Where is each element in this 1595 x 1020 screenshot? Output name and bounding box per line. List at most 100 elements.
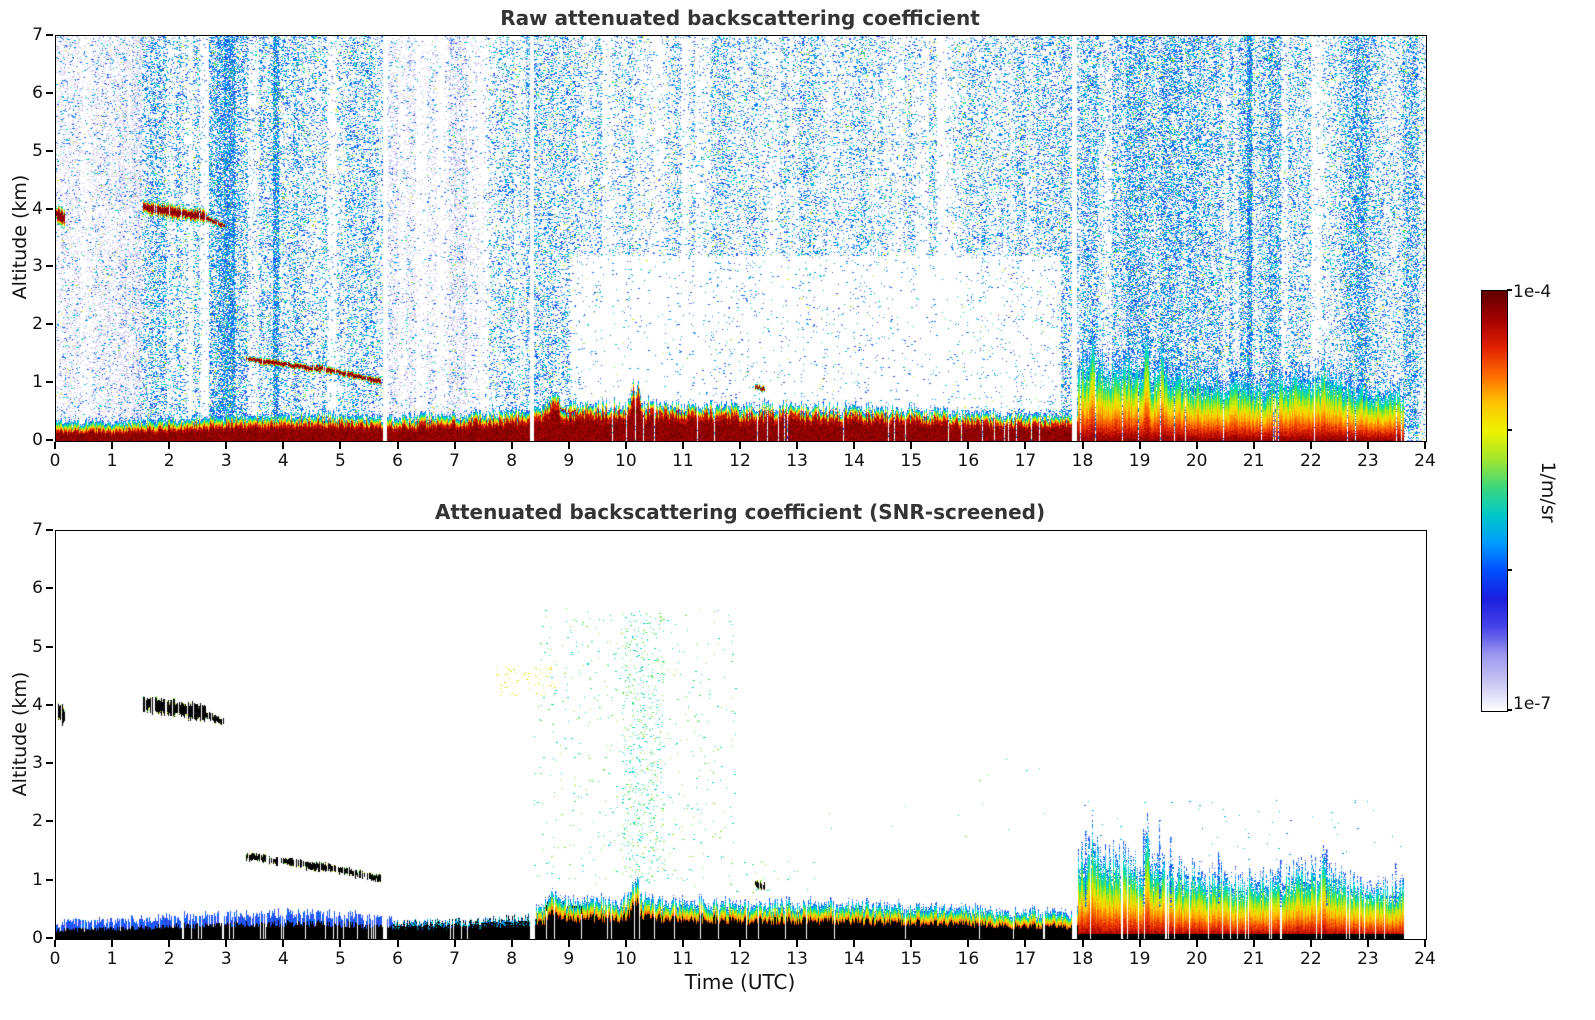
x-tick-label: 16 <box>957 949 980 969</box>
x-tick-label: 8 <box>506 451 518 471</box>
y-tick-label: 5 <box>32 636 43 657</box>
x-tick <box>1138 442 1141 449</box>
x-tick-label: 3 <box>220 451 232 471</box>
y-tick <box>46 265 53 268</box>
x-tick <box>111 442 114 449</box>
x-tick <box>111 940 114 947</box>
raw-plot-area <box>55 35 1427 442</box>
screened-plot-area <box>55 530 1427 940</box>
x-tick <box>567 940 570 947</box>
x-tick <box>225 442 228 449</box>
x-tick <box>796 940 799 947</box>
x-tick-label: 10 <box>615 949 637 969</box>
x-tick <box>739 442 741 449</box>
x-tick <box>1138 940 1141 947</box>
x-tick <box>967 442 970 449</box>
screened-heatmap-canvas <box>56 531 1426 939</box>
y-tick <box>46 587 53 590</box>
x-tick <box>168 442 171 449</box>
x-tick-label: 16 <box>957 451 980 471</box>
x-tick <box>624 442 627 449</box>
x-tick <box>1195 442 1198 449</box>
x-tick-label: 4 <box>277 949 289 969</box>
x-tick-label: 19 <box>1128 451 1151 471</box>
x-tick-label: 22 <box>1300 451 1322 471</box>
y-tick <box>46 34 53 36</box>
colorbar-tick <box>1507 569 1512 571</box>
x-tick-label: 18 <box>1071 451 1094 471</box>
x-tick-label: 22 <box>1300 949 1322 969</box>
x-tick <box>1309 442 1312 449</box>
x-tick <box>1024 940 1027 947</box>
x-tick-label: 0 <box>49 451 61 471</box>
y-tick <box>46 91 53 94</box>
x-tick-label: 7 <box>449 451 460 471</box>
x-tick <box>1424 940 1426 947</box>
x-tick-label: 20 <box>1185 451 1208 471</box>
x-tick <box>1081 940 1084 947</box>
colorbar-gradient <box>1481 290 1508 712</box>
x-tick <box>681 940 684 947</box>
x-tick <box>282 442 285 449</box>
colorbar-max-label: 1e-4 <box>1513 282 1552 302</box>
x-tick-label: 10 <box>615 451 637 471</box>
y-tick <box>46 439 53 441</box>
x-tick-label: 14 <box>843 949 865 969</box>
colorbar-tick <box>1507 709 1512 711</box>
x-tick-label: 6 <box>392 949 403 969</box>
x-tick-label: 15 <box>900 451 923 471</box>
x-tick <box>910 940 913 947</box>
x-tick-label: 24 <box>1414 949 1436 969</box>
x-tick-label: 8 <box>506 949 518 969</box>
colorbar-min-label: 1e-7 <box>1513 694 1552 714</box>
x-tick-label: 13 <box>786 451 808 471</box>
x-tick-label: 17 <box>1014 451 1037 471</box>
x-tick-label: 24 <box>1414 451 1436 471</box>
x-tick <box>1366 940 1369 947</box>
x-tick <box>853 940 856 947</box>
x-tick <box>567 442 570 449</box>
y-tick-label: 0 <box>32 928 43 948</box>
x-tick <box>853 442 856 449</box>
y-tick-label: 3 <box>32 256 43 277</box>
x-tick <box>910 442 913 449</box>
y-tick-label: 4 <box>32 198 43 219</box>
x-tick <box>453 940 456 947</box>
y-tick-label: 6 <box>32 578 43 599</box>
y-tick <box>46 703 53 706</box>
x-tick <box>1252 940 1255 947</box>
y-tick-label: 7 <box>32 520 43 540</box>
x-tick-label: 21 <box>1242 949 1265 969</box>
x-tick <box>624 940 627 947</box>
x-tick <box>1366 442 1369 449</box>
x-tick-label: 12 <box>729 451 751 471</box>
y-tick <box>46 529 53 531</box>
x-tick-label: 3 <box>220 949 232 969</box>
x-tick-label: 4 <box>277 451 289 471</box>
x-tick <box>1195 940 1198 947</box>
y-tick-label: 2 <box>32 811 43 832</box>
colorbar-unit-label: 1/m/sr <box>1537 461 1559 523</box>
y-tick <box>46 878 53 881</box>
x-tick <box>168 940 171 947</box>
x-tick <box>54 442 56 449</box>
y-tick-label: 0 <box>32 430 43 450</box>
x-tick-label: 21 <box>1242 451 1265 471</box>
x-tick-label: 12 <box>729 949 751 969</box>
raw-panel-title: Raw attenuated backscattering coefficien… <box>500 6 980 30</box>
x-tick <box>739 940 741 947</box>
y-tick-label: 6 <box>32 82 43 103</box>
x-tick <box>54 940 56 947</box>
x-tick-label: 2 <box>163 451 175 471</box>
x-tick-label: 1 <box>106 451 118 471</box>
y-tick-label: 1 <box>32 869 43 890</box>
x-tick-label: 23 <box>1357 949 1379 969</box>
x-tick <box>282 940 285 947</box>
x-tick <box>339 442 342 449</box>
x-tick-label: 14 <box>843 451 865 471</box>
x-tick-label: 17 <box>1014 949 1037 969</box>
x-tick-label: 9 <box>563 451 575 471</box>
y-tick <box>46 323 53 326</box>
colorbar-tick <box>1507 289 1512 291</box>
